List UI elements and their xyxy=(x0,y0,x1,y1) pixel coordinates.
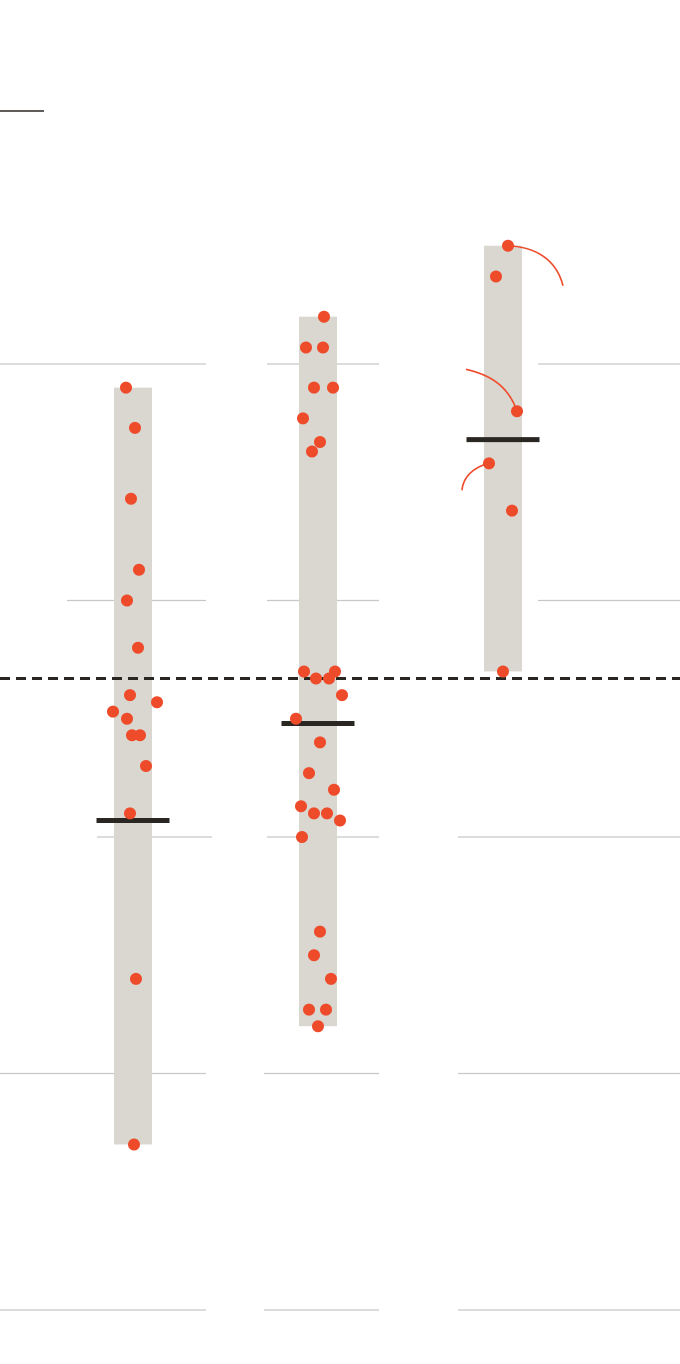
data-point xyxy=(297,412,309,425)
data-point xyxy=(511,405,523,418)
data-point xyxy=(295,800,307,813)
data-point xyxy=(308,807,320,820)
annotation-leader xyxy=(465,368,518,412)
data-points xyxy=(107,239,523,1151)
data-point xyxy=(300,341,312,354)
data-point xyxy=(321,807,333,820)
data-point xyxy=(120,381,132,394)
data-point xyxy=(318,310,330,323)
data-point xyxy=(306,445,318,458)
data-point xyxy=(497,665,509,678)
data-point xyxy=(314,925,326,938)
data-point xyxy=(125,492,137,505)
data-point xyxy=(124,689,136,702)
data-point xyxy=(314,436,326,449)
data-point xyxy=(502,239,514,252)
data-point xyxy=(132,641,144,654)
data-point xyxy=(308,949,320,962)
data-point xyxy=(107,705,119,718)
data-point xyxy=(320,1003,332,1016)
data-point xyxy=(290,712,302,725)
data-point xyxy=(298,665,310,678)
data-point xyxy=(327,381,339,394)
data-point xyxy=(121,712,133,725)
data-point xyxy=(314,736,326,749)
data-point xyxy=(303,767,315,780)
data-point xyxy=(490,270,502,283)
data-point xyxy=(130,972,142,985)
data-point xyxy=(317,341,329,354)
gridlines xyxy=(0,363,680,1311)
range-bands xyxy=(114,245,522,1145)
data-point xyxy=(303,1003,315,1016)
data-point xyxy=(133,563,145,576)
data-point xyxy=(325,972,337,985)
data-point xyxy=(308,381,320,394)
data-point xyxy=(483,457,495,470)
data-point xyxy=(328,783,340,796)
data-point xyxy=(151,696,163,709)
data-point xyxy=(312,1020,324,1033)
data-point xyxy=(126,729,138,742)
data-point xyxy=(310,672,322,685)
data-point xyxy=(124,807,136,820)
data-point xyxy=(336,689,348,702)
data-point xyxy=(506,504,518,517)
data-point xyxy=(334,814,346,827)
data-point xyxy=(140,760,152,773)
data-point xyxy=(128,1138,140,1151)
data-point xyxy=(323,672,335,685)
data-point xyxy=(129,421,141,434)
data-point xyxy=(296,831,308,843)
annotation-leader xyxy=(508,244,564,286)
data-point xyxy=(121,594,133,607)
